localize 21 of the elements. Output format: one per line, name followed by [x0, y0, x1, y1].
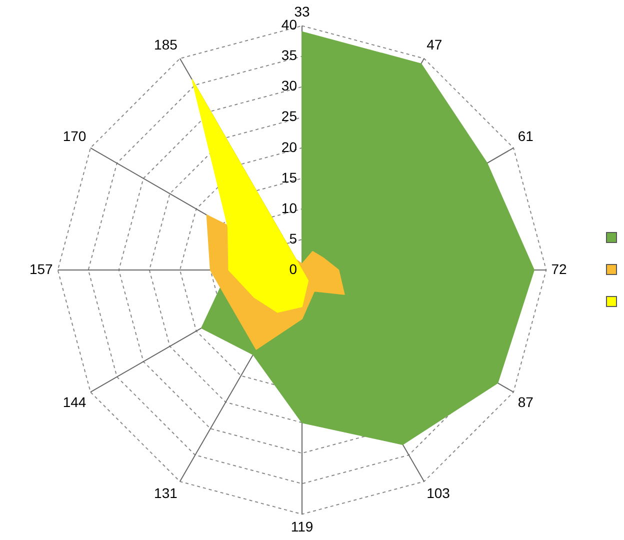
- spoke-label: 157: [29, 260, 54, 277]
- spoke-label: 144: [62, 394, 86, 410]
- y-tick-label: 25: [281, 108, 298, 124]
- y-tick-label: 5: [289, 230, 298, 246]
- spoke-label: 33: [294, 3, 310, 20]
- spoke-label: 131: [154, 485, 178, 502]
- spoke-label: 119: [290, 518, 314, 534]
- spoke-label: 72: [551, 260, 567, 277]
- spoke-label: 170: [62, 128, 86, 144]
- spoke-label: 185: [154, 36, 178, 53]
- spoke-label: 87: [518, 394, 534, 410]
- y-tick-label: 0: [289, 260, 298, 277]
- y-tick-label: 35: [281, 47, 298, 64]
- y-tick-label: 10: [281, 200, 298, 216]
- spoke-label: 47: [426, 36, 442, 53]
- spoke-label: 103: [426, 485, 450, 502]
- spoke-label: 61: [518, 128, 534, 144]
- y-tick-label: 30: [281, 78, 298, 94]
- y-tick-label: 20: [281, 138, 298, 155]
- y-tick-label: 15: [281, 169, 298, 186]
- y-tick-label: 40: [281, 16, 298, 33]
